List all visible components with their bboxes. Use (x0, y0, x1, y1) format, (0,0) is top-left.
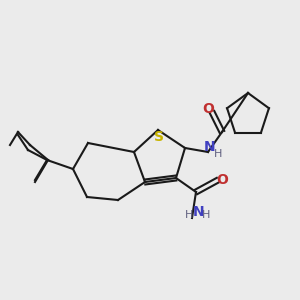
Text: S: S (154, 130, 164, 144)
Text: H: H (185, 210, 193, 220)
Text: H: H (214, 149, 222, 159)
Text: H: H (202, 210, 210, 220)
Text: O: O (202, 102, 214, 116)
Text: N: N (193, 205, 205, 219)
Text: N: N (204, 140, 216, 154)
Text: O: O (216, 173, 228, 187)
